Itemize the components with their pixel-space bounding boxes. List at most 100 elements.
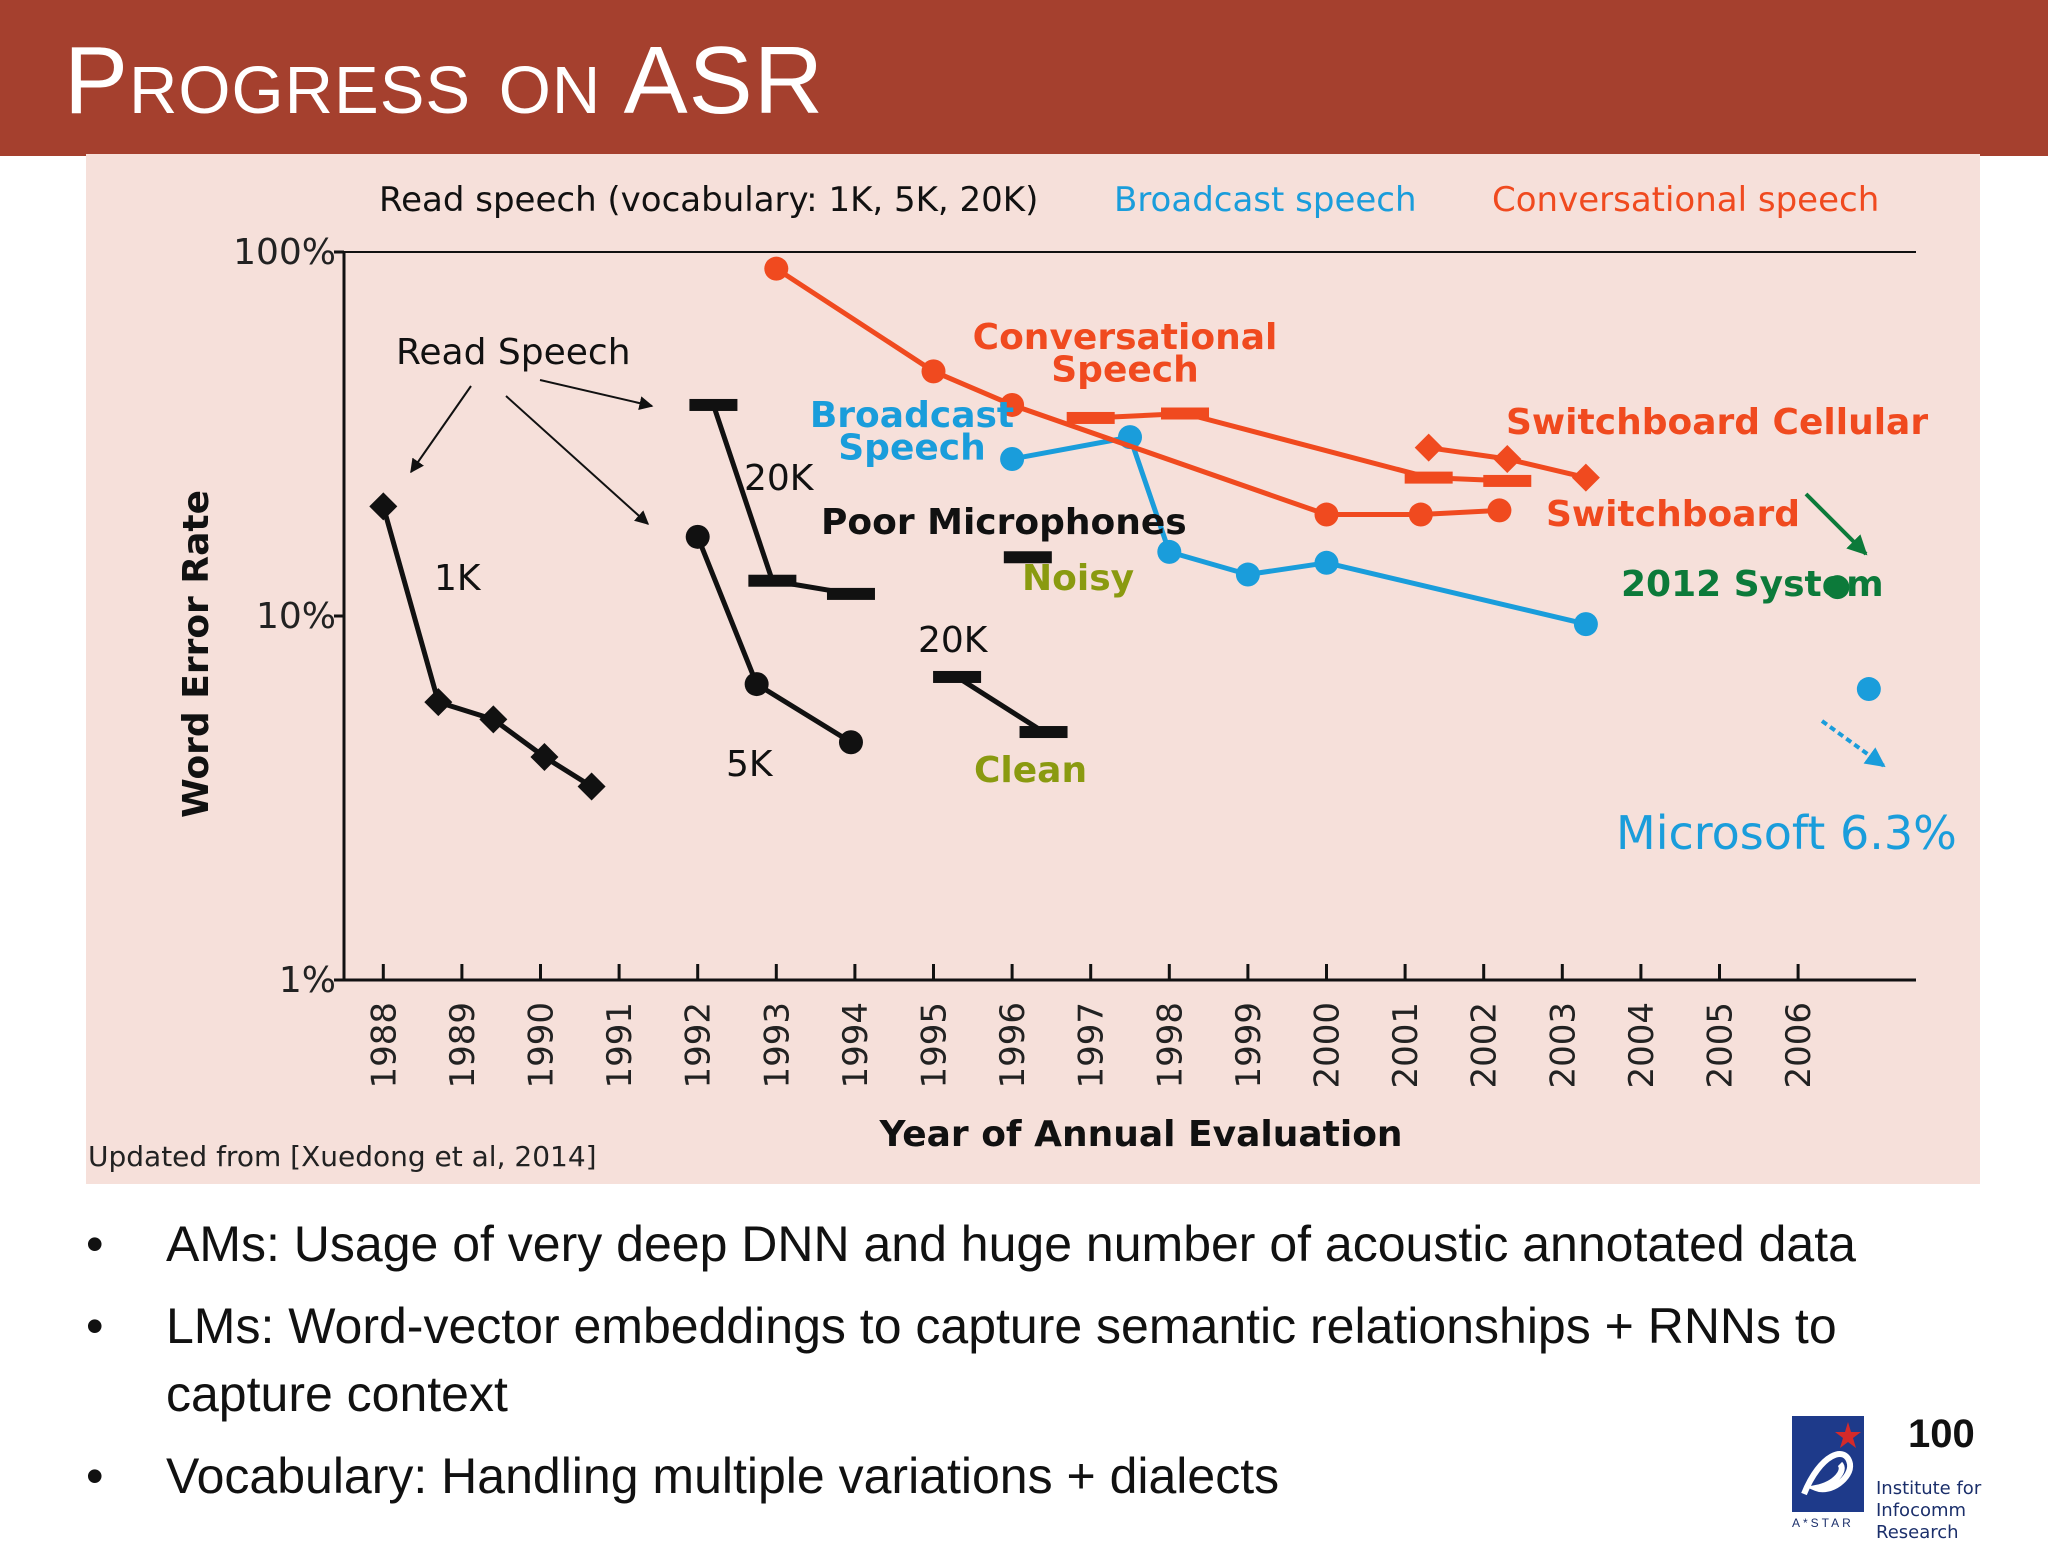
chart-panel: 100% 10% 1% 1988 1989 1990 1991 1992 1993 1994 199… [86,154,1980,1184]
data-point [1825,575,1850,600]
x-tick-label: 2002 [1465,1002,1505,1089]
x-tick-label: 1998 [1150,1002,1190,1089]
data-point [1000,392,1025,417]
astar-logo-icon [1792,1416,1864,1512]
system-2012-arrow [1804,492,1868,556]
data-point [1003,551,1052,564]
source-note: Updated from [Xuedong et al, 2014] [88,1140,597,1173]
data-point [424,688,453,717]
legend-entry: Read speech (vocabulary: 1K, 5K, 20K) [379,180,1038,220]
data-point [689,398,738,411]
data-point [1493,444,1522,473]
x-tick-label: 2004 [1622,1002,1662,1089]
chart-annotation: 2012 System [1621,564,1884,605]
logo-text-line1: Institute for [1876,1478,1982,1499]
data-point [577,772,606,801]
chart-annotation: Noisy [1022,558,1134,599]
logo-text-line2: Infocomm Research [1876,1500,1967,1543]
y-axis-title: Word Error Rate [176,490,217,818]
data-point [1487,498,1512,523]
x-tick-label: 1991 [600,1002,640,1089]
data-point [1573,612,1598,637]
data-point [685,524,710,549]
title-bar: Progress on ASR [0,0,2048,156]
chart-annotation-line: Speech [1051,349,1199,390]
data-point [1483,474,1532,487]
series-line [380,505,593,789]
x-axis-title: Year of Annual Evaluation [878,1114,1402,1155]
microsoft-arrow [1820,719,1886,768]
series-line [695,535,853,745]
data-point [1856,677,1881,702]
bullet-list: AMs: Usage of very deep DNN and huge num… [84,1210,1984,1524]
data-point [921,359,946,384]
chart-annotation: Conversational Speech [973,317,1278,390]
x-tick-label: 1995 [915,1002,955,1089]
x-tick-label: 1988 [364,1002,404,1089]
x-tick-label: 2006 [1779,1002,1819,1089]
data-point [764,256,789,281]
wer-chart: 100% 10% 1% 1988 1989 1990 1991 1992 1993 1994 199… [176,180,1957,1155]
series-line [1090,411,1508,484]
data-point [1414,433,1443,462]
page-number: 100 [1908,1412,1975,1456]
chart-annotation: 20K [744,458,815,499]
data-point [1019,726,1068,739]
data-point [479,705,508,734]
y-tick-label: 100% [233,232,336,273]
chart-annotation-line: Conversational [973,317,1278,358]
x-tick-label: 1994 [836,1002,876,1089]
slide-title: Progress on ASR [64,27,825,134]
data-point [1571,463,1600,492]
data-point [1066,411,1115,424]
chart-annotation: Microsoft 6.3% [1616,806,1957,860]
chart-annotation-line: Speech [838,427,986,468]
logo-text: Institute for Infocomm Research [1876,1478,2044,1544]
x-tick-label: 2005 [1701,1002,1741,1089]
series-line [955,674,1045,735]
institute-logo: Institute for Infocomm Research A*STAR [1790,1414,2044,1543]
x-tick-label: 1992 [679,1002,719,1089]
bullet-item-lm: LMs: Word-vector embeddings to capture s… [84,1292,1984,1428]
bullet-item-vocabulary: Vocabulary: Handling multiple variations… [84,1442,1984,1510]
data-point [530,742,559,771]
chart-annotation: 20K [918,620,989,661]
x-tick-label: 1993 [757,1002,797,1089]
x-tick-label: 1999 [1229,1002,1269,1089]
legend-entry: Broadcast speech [1114,180,1417,220]
data-point [1157,539,1182,564]
data-point [369,492,398,521]
data-point [1314,502,1339,527]
data-point [838,730,863,755]
y-tick-label: 1% [279,960,336,1001]
data-point [1404,471,1453,484]
data-point [1235,562,1260,587]
chart-annotation: Read Speech [396,332,631,373]
chart-annotation: Clean [974,750,1087,791]
x-tick-label: 2000 [1308,1002,1348,1089]
x-tick-label: 1990 [522,1002,562,1089]
chart-annotation: Broadcast Speech [810,395,1014,468]
chart-annotation-line: Broadcast [810,395,1014,436]
chart-annotation: Switchboard Cellular [1506,402,1928,443]
data-point [1161,407,1210,420]
x-tick-label: 1989 [443,1002,483,1089]
data-point [1408,502,1433,527]
x-tick-label: 1996 [993,1002,1033,1089]
x-tick-label: 1997 [1072,1002,1112,1089]
data-point [933,670,982,683]
chart-annotation: Poor Microphones [821,502,1187,543]
data-point [1000,446,1025,471]
data-point [744,672,769,697]
read-speech-arrow-1k [410,385,472,474]
series-line [774,266,1500,518]
legend-entry: Conversational speech [1492,180,1879,220]
read-speech-arrow-5k [505,395,650,525]
data-point [1314,550,1339,575]
chart-annotation: 1K [434,558,482,599]
read-speech-arrow-20k [539,379,654,410]
bullet-item-am: AMs: Usage of very deep DNN and huge num… [84,1210,1984,1278]
y-tick-label: 10% [256,596,336,637]
data-point [826,587,875,600]
chart-annotation: Switchboard [1546,494,1800,535]
